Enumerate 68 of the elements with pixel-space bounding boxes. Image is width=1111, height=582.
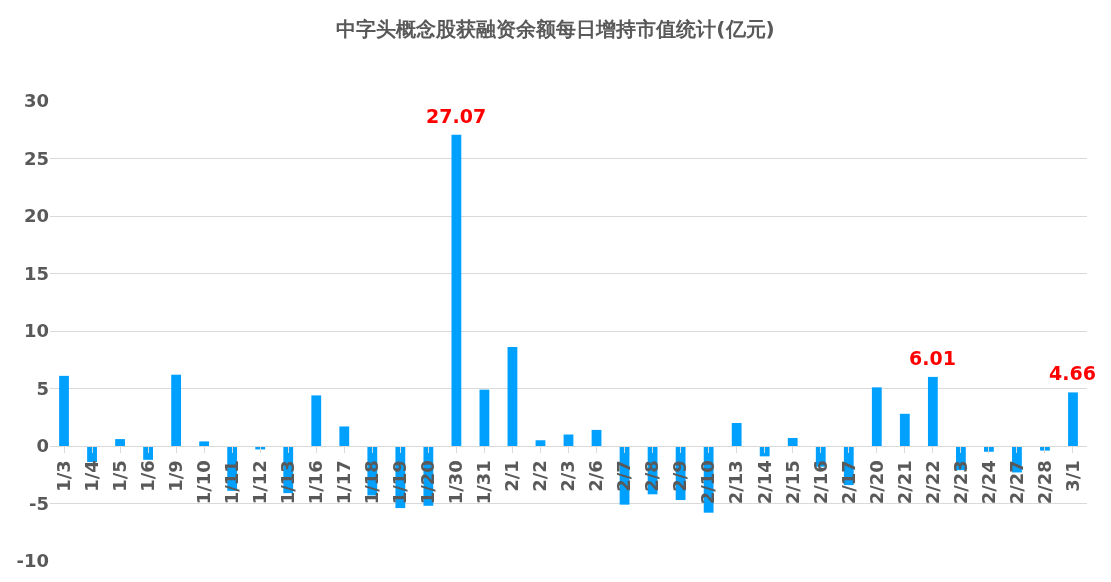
x-tick-label: 2/2	[529, 460, 551, 492]
x-tick-label: 2/20	[865, 460, 887, 505]
bar	[899, 413, 910, 446]
x-tick-label: 2/17	[837, 460, 859, 505]
data-label: 4.66	[1049, 362, 1096, 384]
y-tick-label: 15	[23, 262, 49, 284]
bar	[311, 395, 322, 446]
x-tick-label: 2/13	[725, 460, 747, 505]
x-tick-label: 1/6	[136, 460, 158, 492]
bar	[143, 446, 153, 460]
data-label: 6.01	[909, 347, 956, 369]
bar	[927, 376, 938, 446]
x-tick-label: 1/5	[108, 460, 130, 492]
x-tick-label: 2/9	[669, 460, 691, 492]
y-tick-label: 30	[23, 90, 49, 112]
x-tick-label: 2/24	[977, 460, 999, 505]
x-tick-label: 1/31	[473, 460, 495, 505]
y-tick-label: -10	[16, 550, 49, 572]
x-tick-label: 2/28	[1033, 460, 1055, 505]
y-tick-label: 0	[36, 435, 49, 457]
x-tick-label: 1/19	[389, 460, 411, 505]
x-tick-label: 2/15	[781, 460, 803, 505]
x-tick-label: 2/3	[557, 460, 579, 492]
x-tick-label: 1/30	[445, 460, 467, 505]
y-tick-label: 25	[23, 147, 49, 169]
x-tick-label: 2/6	[585, 460, 607, 492]
x-tick-label: 2/8	[641, 460, 663, 492]
x-tick-label: 2/22	[921, 460, 943, 505]
bar	[339, 426, 350, 446]
x-tick-label: 1/20	[417, 460, 439, 505]
bar	[591, 429, 602, 446]
x-tick-label: 1/12	[249, 460, 271, 505]
x-tick-label: 2/14	[753, 460, 775, 505]
x-tick-label: 1/10	[193, 460, 214, 505]
bar	[731, 423, 742, 446]
bar	[1068, 392, 1078, 446]
x-tick-label: 1/13	[277, 460, 299, 505]
x-tick-label: 1/3	[52, 460, 74, 492]
x-tick-label: 2/23	[949, 460, 971, 505]
bar	[171, 374, 182, 446]
bar	[871, 387, 882, 446]
x-tick-label: 2/10	[697, 460, 719, 505]
x-tick-label: 1/11	[221, 460, 243, 505]
bar	[507, 347, 518, 446]
x-tick-label: 1/9	[164, 460, 186, 492]
x-tick-label: 2/7	[613, 460, 635, 492]
x-tick-label: 1/16	[305, 460, 327, 505]
x-tick-label: 2/27	[1005, 460, 1027, 505]
bar	[199, 441, 210, 446]
x-tick-label: 1/18	[361, 460, 383, 505]
x-tick-label: 1/4	[80, 460, 102, 492]
x-tick-label: 3/1	[1061, 460, 1083, 492]
bar	[451, 134, 462, 446]
data-label: 27.07	[426, 105, 487, 127]
y-tick-label: -5	[29, 492, 49, 514]
y-tick-label: 20	[23, 205, 49, 227]
x-tick-label: 2/16	[809, 460, 831, 505]
y-tick-label: 5	[36, 377, 49, 399]
chart-title: 中字头概念股获融资余额每日增持市值统计(亿元)	[336, 17, 775, 42]
bar	[535, 440, 546, 446]
x-tick-label: 2/1	[501, 460, 523, 492]
bar	[115, 439, 125, 446]
y-tick-label: 10	[23, 320, 49, 342]
x-tick-label: 2/21	[893, 460, 915, 505]
bar	[787, 437, 798, 446]
x-tick-label: 1/17	[333, 460, 355, 505]
bar	[59, 375, 69, 446]
bar	[479, 389, 490, 446]
